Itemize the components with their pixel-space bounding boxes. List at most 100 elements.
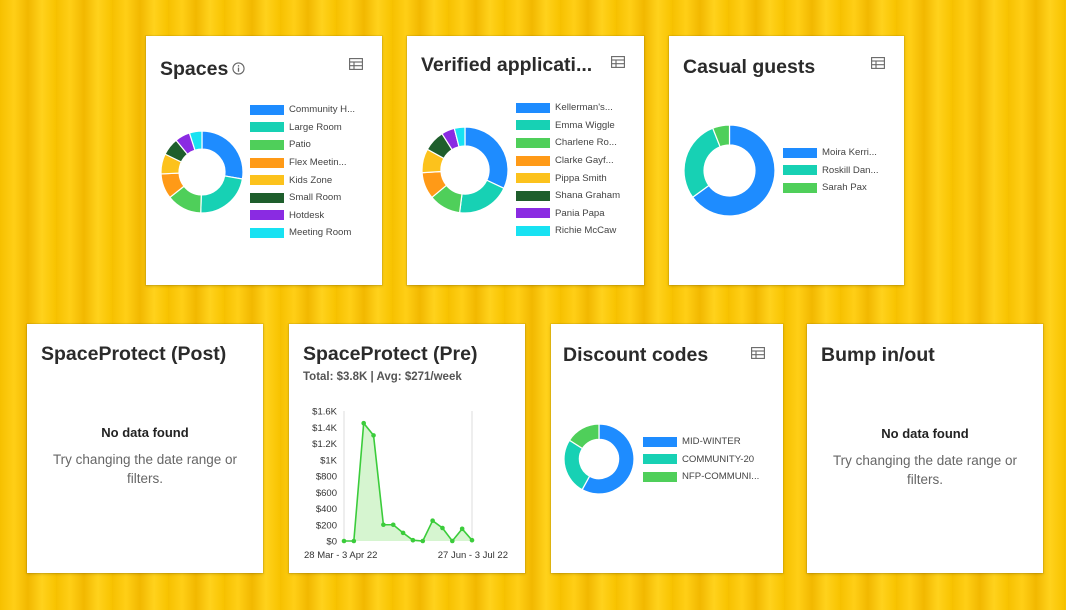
legend-label: Hotdesk <box>289 209 325 221</box>
legend-item[interactable]: COMMUNITY-20 <box>643 451 759 469</box>
legend-swatch <box>250 210 284 221</box>
legend-swatch <box>643 436 677 447</box>
legend-label: NFP-COMMUNI... <box>682 471 760 483</box>
chart-legend: MID-WINTER COMMUNITY-20 NFP-COMMUNI... <box>643 433 759 486</box>
empty-state-message: Try changing the date range or filters. <box>52 452 238 486</box>
legend-label: Sarah Pax <box>822 182 867 194</box>
y-tick-label: $1K <box>320 455 338 466</box>
pie-slice[interactable] <box>581 423 635 495</box>
y-tick-label: $1.2K <box>312 439 337 450</box>
legend-item[interactable]: Emma Wiggle <box>516 117 620 135</box>
info-icon[interactable] <box>232 62 245 75</box>
y-tick-label: $800 <box>316 472 337 483</box>
card-title: Verified applicati... <box>421 54 593 76</box>
card-title: Discount codes <box>563 344 709 366</box>
legend-item[interactable]: Pania Papa <box>516 205 620 223</box>
data-point <box>390 522 396 528</box>
legend-label: Kids Zone <box>289 174 333 186</box>
card-title: Casual guests <box>683 56 816 78</box>
pie-slice[interactable] <box>683 127 721 199</box>
y-tick-label: $400 <box>316 504 337 515</box>
legend-item[interactable]: Charlene Ro... <box>516 134 620 152</box>
legend-label: COMMUNITY-20 <box>682 453 755 465</box>
legend-swatch <box>250 175 284 186</box>
donut-chart <box>421 126 509 214</box>
card-subtitle: Total: $3.8K | Avg: $271/week <box>303 371 462 383</box>
pie-slice[interactable] <box>711 124 731 148</box>
pie-slice[interactable] <box>453 126 466 148</box>
legend-item[interactable]: Kids Zone <box>250 171 355 189</box>
data-point <box>420 538 426 544</box>
legend-item[interactable]: Small Room <box>250 189 355 207</box>
table-icon[interactable] <box>751 347 765 359</box>
pie-slice[interactable] <box>188 130 203 151</box>
area-fill <box>344 423 472 541</box>
pie-slice[interactable] <box>464 126 509 190</box>
legend-item[interactable]: NFP-COMMUNI... <box>643 468 759 486</box>
legend-item[interactable]: Kellerman's... <box>516 99 620 117</box>
pie-slice[interactable] <box>200 175 244 214</box>
pie-slice[interactable] <box>563 439 591 491</box>
data-point <box>361 420 366 426</box>
legend-swatch <box>250 227 284 238</box>
empty-state-title: No data found <box>101 425 189 440</box>
legend-label: Moira Kerri... <box>822 147 877 159</box>
legend-item[interactable]: Meeting Room <box>250 224 355 242</box>
legend-item[interactable]: Community H... <box>250 101 355 119</box>
legend-item[interactable]: Richie McCaw <box>516 222 620 240</box>
data-point <box>341 538 347 544</box>
y-tick-label: $1.4K <box>312 423 337 434</box>
legend-swatch <box>250 192 284 203</box>
legend-label: Shana Graham <box>555 190 621 202</box>
table-icon[interactable] <box>349 58 363 70</box>
table-icon[interactable] <box>871 57 885 69</box>
legend-label: Meeting Room <box>289 227 352 239</box>
legend-item[interactable]: Roskill Dan... <box>783 162 879 180</box>
legend-item[interactable]: Large Room <box>250 119 355 137</box>
legend-label: Emma Wiggle <box>555 119 615 131</box>
legend-label: Community H... <box>289 104 356 116</box>
pie-slice[interactable] <box>568 423 600 450</box>
y-tick-label: $600 <box>316 488 337 499</box>
spaceprotect-post-card: SpaceProtect (Post) No data found Try ch… <box>27 324 263 573</box>
legend-item[interactable]: Sarah Pax <box>783 179 879 197</box>
legend-swatch <box>516 173 550 184</box>
legend-swatch <box>516 137 550 148</box>
legend-label: Flex Meetin... <box>289 157 347 169</box>
pie-slice[interactable] <box>201 130 244 180</box>
legend-item[interactable]: Clarke Gayf... <box>516 152 620 170</box>
legend-item[interactable]: MID-WINTER <box>643 433 759 451</box>
data-point <box>450 538 455 544</box>
donut-chart <box>683 124 776 217</box>
legend-label: Charlene Ro... <box>555 137 617 149</box>
x-tick-label: 28 Mar - 3 Apr 22 <box>304 550 377 561</box>
y-tick-label: $1.6K <box>312 407 337 418</box>
verified-applications-card: Verified applicati... Kellerman's... Emma… <box>407 36 644 285</box>
data-point <box>459 526 465 532</box>
legend-swatch <box>783 165 817 176</box>
legend-item[interactable]: Moira Kerri... <box>783 144 879 162</box>
legend-item[interactable]: Patio <box>250 136 355 154</box>
chart-legend: Community H... Large Room Patio Flex Meetin… <box>250 101 355 242</box>
legend-label: Small Room <box>289 192 342 204</box>
legend-item[interactable]: Shana Graham <box>516 187 620 205</box>
card-title: Spaces <box>160 58 245 81</box>
card-title: SpaceProtect (Pre) <box>303 343 478 365</box>
legend-item[interactable]: Hotdesk <box>250 207 355 225</box>
spaceprotect-pre-card: SpaceProtect (Pre) Total: $3.8K | Avg: $… <box>289 324 525 573</box>
discount-codes-card: Discount codes MID-WINTER COMMUNITY-20 NFP… <box>551 324 783 573</box>
spaces-card: Spaces Community H... Large Room Patio Flex… <box>146 36 382 285</box>
bump-in-out-card: Bump in/out No data found Try changing t… <box>807 324 1043 573</box>
data-point <box>351 538 357 544</box>
legend-label: Kellerman's... <box>555 102 613 114</box>
data-point <box>469 537 475 543</box>
pie-slice[interactable] <box>458 179 505 214</box>
legend-item[interactable]: Flex Meetin... <box>250 154 355 172</box>
table-icon[interactable] <box>611 56 625 68</box>
card-title: SpaceProtect (Post) <box>41 343 227 365</box>
casual-guests-card: Casual guests Moira Kerri... Roskill Dan.… <box>669 36 904 285</box>
legend-item[interactable]: Pippa Smith <box>516 169 620 187</box>
series-line <box>344 421 473 543</box>
pie-slice[interactable] <box>691 124 776 217</box>
legend-label: Clarke Gayf... <box>555 155 614 167</box>
